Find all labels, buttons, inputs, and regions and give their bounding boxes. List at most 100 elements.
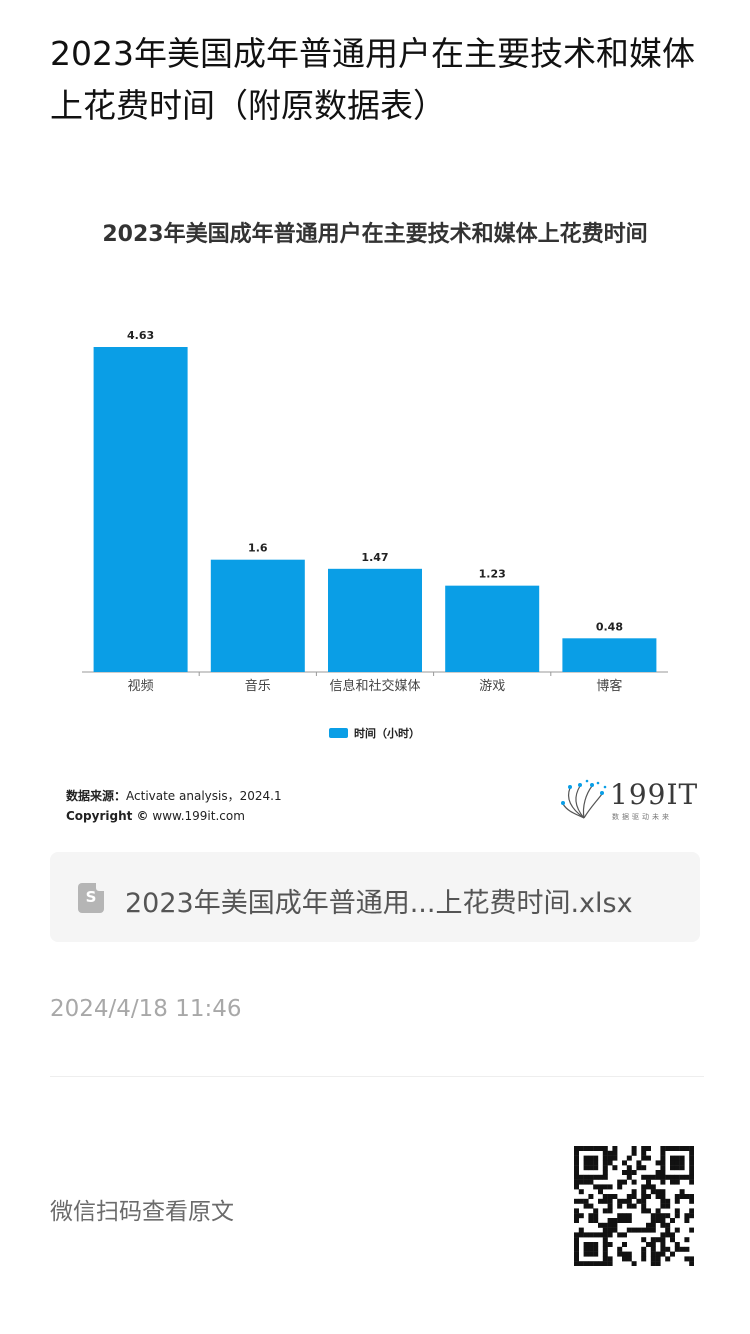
chart-card: 2023年美国成年普通用户在主要技术和媒体上花费时间 4.63 视频 1.6 音乐 1.… [50, 190, 700, 840]
bar [93, 347, 188, 672]
qr-module [655, 1256, 661, 1262]
qr-module [607, 1155, 613, 1161]
qr-module [655, 1213, 661, 1219]
qr-module [636, 1165, 642, 1171]
qr-module [607, 1208, 613, 1214]
qr-module [684, 1246, 690, 1252]
qr-module [641, 1256, 647, 1262]
qr-module [617, 1179, 623, 1185]
qr-module [679, 1155, 685, 1161]
qr-module [612, 1150, 618, 1156]
qr-module [679, 1189, 685, 1195]
qr-module [655, 1251, 661, 1257]
qr-module [650, 1256, 656, 1262]
qr-module [607, 1222, 613, 1228]
qr-module [660, 1232, 666, 1238]
qr-module [660, 1150, 666, 1156]
qr-module [660, 1155, 666, 1161]
qr-module [607, 1198, 613, 1204]
qr-module [588, 1146, 594, 1151]
post-date: 2024/4/18 11:46 [50, 996, 242, 1022]
qr-module [583, 1261, 589, 1266]
qr-module [622, 1198, 627, 1204]
qr-module [607, 1194, 613, 1199]
x-tick-label: 视频 [128, 679, 154, 694]
qr-module [641, 1251, 647, 1257]
qr-module [674, 1242, 680, 1247]
qr-module [665, 1198, 671, 1204]
qr-module [583, 1174, 589, 1180]
legend-label: 时间（小时） [354, 726, 420, 740]
qr-module [670, 1179, 675, 1185]
qr-module [598, 1184, 603, 1190]
qr-module [679, 1165, 685, 1171]
qr-module [602, 1256, 608, 1262]
qr-module [593, 1160, 599, 1166]
qr-module [674, 1160, 680, 1166]
qr-module [665, 1256, 671, 1262]
qr-module [617, 1203, 623, 1209]
qr-module [689, 1256, 694, 1262]
qr-module [588, 1251, 594, 1257]
data-label: 0.48 [596, 620, 623, 633]
qr-module [588, 1160, 594, 1166]
scan-to-view-text: 微信扫码查看原文 [50, 1199, 234, 1225]
qr-module [626, 1198, 632, 1204]
qr-module [607, 1218, 613, 1223]
qr-module [626, 1218, 632, 1223]
article-title: 2023年美国成年普通用户在主要技术和媒体上花费时间（附原数据表） [50, 34, 695, 125]
qr-module [593, 1174, 599, 1180]
qr-code-icon[interactable] [574, 1146, 694, 1266]
qr-module [578, 1189, 584, 1195]
qr-module [578, 1261, 584, 1266]
attachment-file[interactable]: S 2023年美国成年普通用...上花费时间.xlsx [50, 852, 700, 942]
qr-module [674, 1155, 680, 1161]
qr-module [574, 1179, 579, 1185]
qr-module [622, 1213, 627, 1219]
qr-module [598, 1232, 603, 1238]
qr-module [602, 1146, 608, 1151]
qr-module [598, 1261, 603, 1266]
qr-module [674, 1208, 680, 1214]
qr-module [646, 1179, 651, 1185]
qr-module [660, 1246, 666, 1252]
qr-module [588, 1232, 594, 1238]
qr-module [665, 1213, 671, 1219]
brand-logo: 199IT 数据驱动未来 [560, 778, 697, 824]
qr-module [660, 1160, 666, 1166]
qr-module [622, 1242, 627, 1247]
qr-module [655, 1174, 661, 1180]
qr-module [574, 1146, 579, 1151]
qr-module [578, 1198, 584, 1204]
qr-module [598, 1189, 603, 1195]
qr-module [617, 1184, 623, 1190]
qr-module [574, 1251, 579, 1257]
qr-module [593, 1246, 599, 1252]
qr-module [612, 1218, 618, 1223]
qr-module [602, 1261, 608, 1266]
qr-module [655, 1170, 661, 1175]
qr-module [583, 1232, 589, 1238]
qr-module [574, 1170, 579, 1175]
qr-module [593, 1261, 599, 1266]
qr-module [574, 1174, 579, 1180]
qr-module [607, 1160, 613, 1166]
qr-module [674, 1174, 680, 1180]
source-label: 数据来源： [66, 789, 127, 803]
bar [328, 568, 422, 672]
qr-module [602, 1232, 608, 1238]
qr-module [602, 1184, 608, 1190]
qr-module [646, 1208, 651, 1214]
qr-module [665, 1174, 671, 1180]
qr-module [607, 1232, 613, 1238]
qr-module [679, 1194, 685, 1199]
qr-module [641, 1184, 647, 1190]
x-tick-label: 游戏 [479, 679, 505, 694]
qr-module [631, 1189, 637, 1195]
qr-module [626, 1227, 632, 1233]
qr-module [665, 1227, 671, 1233]
qr-module [593, 1232, 599, 1238]
qr-module [598, 1146, 603, 1151]
qr-module [574, 1150, 579, 1156]
qr-module [650, 1218, 656, 1223]
